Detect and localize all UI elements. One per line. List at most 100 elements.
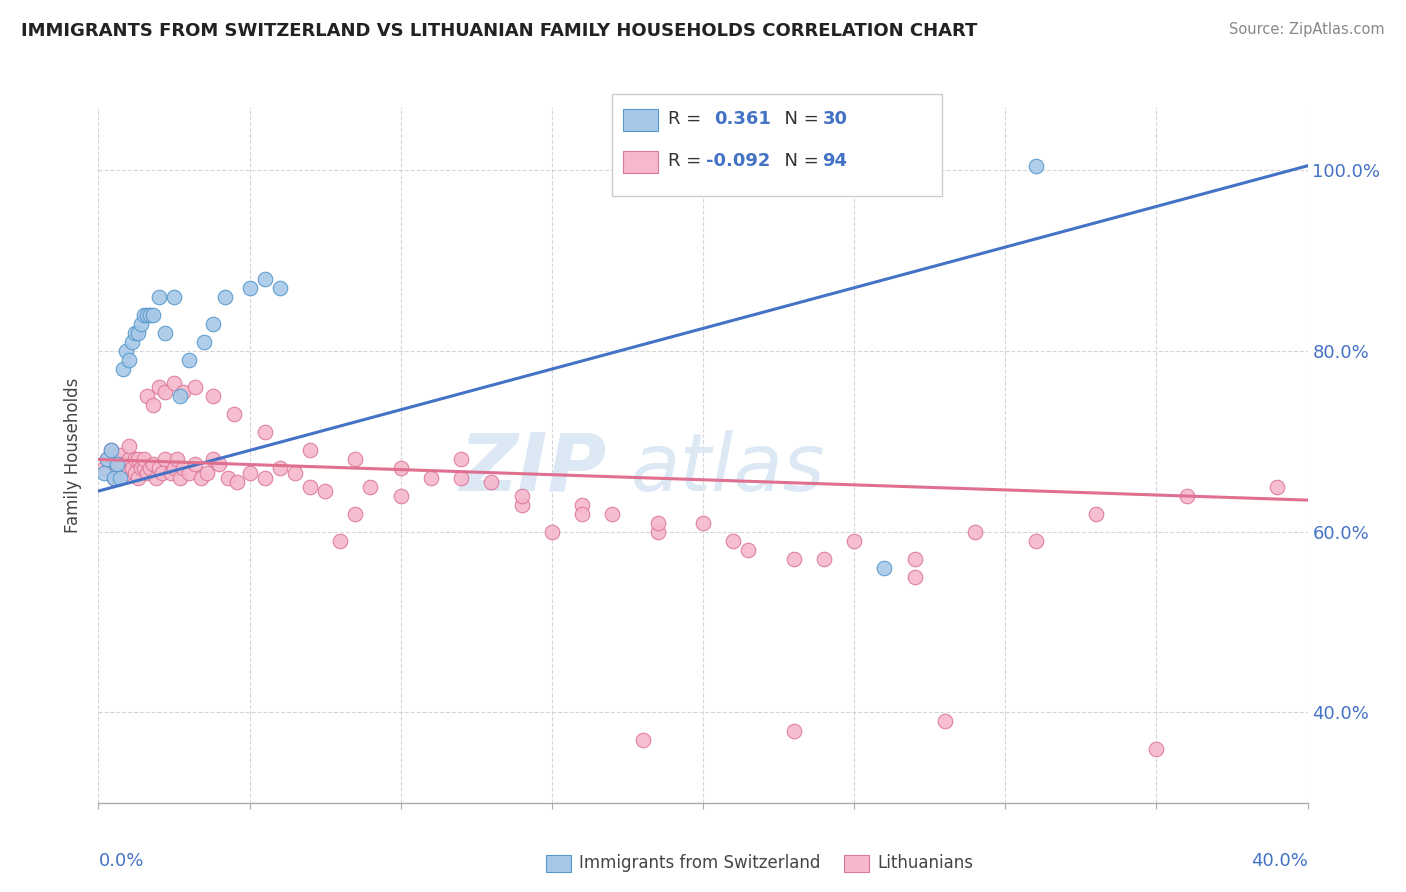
Point [142, 457, 165, 471]
Point [510, 498, 533, 512]
Point [163, 461, 186, 475]
Text: N =: N = [773, 152, 825, 169]
Point [135, 308, 157, 322]
Point [239, 281, 262, 295]
Point [114, 344, 136, 359]
Point [121, 334, 143, 349]
Text: atlas: atlas [630, 430, 825, 508]
Text: N =: N = [773, 110, 825, 128]
Point [124, 326, 146, 340]
Point [329, 533, 352, 548]
Text: Immigrants from Switzerland: Immigrants from Switzerland [579, 855, 821, 872]
Point [118, 439, 141, 453]
Point [124, 452, 146, 467]
Point [129, 317, 152, 331]
Point [202, 389, 225, 403]
Point [118, 353, 141, 368]
Point [108, 466, 131, 480]
Point [360, 479, 382, 493]
Point [105, 457, 128, 471]
Point [148, 380, 170, 394]
Point [135, 389, 157, 403]
Point [142, 398, 165, 412]
Point [121, 461, 143, 475]
Point [904, 551, 927, 566]
Text: R =: R = [668, 110, 713, 128]
Point [179, 466, 201, 480]
Text: Source: ZipAtlas.com: Source: ZipAtlas.com [1229, 22, 1385, 37]
Point [299, 479, 322, 493]
Point [510, 489, 533, 503]
Point [184, 457, 207, 471]
Point [118, 452, 141, 467]
Point [172, 384, 194, 399]
Y-axis label: Family Households: Family Households [65, 377, 83, 533]
Text: 0.0%: 0.0% [98, 853, 143, 871]
Point [389, 489, 412, 503]
Point [873, 561, 896, 575]
Point [108, 448, 131, 462]
Point [692, 516, 714, 530]
Point [253, 425, 276, 440]
Point [571, 498, 593, 512]
Point [153, 384, 176, 399]
Point [344, 507, 367, 521]
Point [647, 516, 669, 530]
Point [934, 714, 956, 729]
Point [163, 376, 186, 390]
Text: 94: 94 [823, 152, 848, 169]
Point [132, 452, 155, 467]
Point [193, 334, 215, 349]
Point [1024, 533, 1046, 548]
Point [783, 551, 806, 566]
Point [299, 443, 322, 458]
Point [269, 461, 291, 475]
Point [571, 507, 593, 521]
Point [844, 533, 866, 548]
Point [153, 326, 176, 340]
Text: -0.092: -0.092 [706, 152, 770, 169]
Text: 30: 30 [823, 110, 848, 128]
Text: 0.361: 0.361 [714, 110, 770, 128]
Point [169, 470, 191, 484]
Point [93, 461, 115, 475]
Point [190, 470, 212, 484]
Point [450, 470, 472, 484]
Point [103, 470, 125, 484]
Point [142, 308, 165, 322]
Point [1085, 507, 1108, 521]
Point [420, 470, 443, 484]
Point [111, 457, 134, 471]
Point [93, 466, 115, 480]
Text: ZIP: ZIP [458, 430, 606, 508]
Point [114, 466, 136, 480]
Point [202, 452, 225, 467]
Point [737, 542, 759, 557]
Point [253, 271, 276, 285]
Point [253, 470, 276, 484]
Point [111, 362, 134, 376]
Point [150, 466, 173, 480]
Point [96, 452, 118, 467]
Point [169, 389, 191, 403]
Point [100, 443, 122, 458]
Point [723, 533, 745, 548]
Point [202, 317, 225, 331]
Point [160, 466, 183, 480]
Point [389, 461, 412, 475]
Point [103, 470, 125, 484]
Point [239, 466, 262, 480]
Point [344, 452, 367, 467]
Point [214, 290, 236, 304]
Point [904, 570, 927, 584]
Point [100, 443, 122, 458]
Point [105, 461, 128, 475]
Point [127, 326, 149, 340]
Point [1024, 159, 1046, 173]
Point [1144, 741, 1167, 756]
Point [163, 290, 186, 304]
Point [132, 461, 155, 475]
Point [602, 507, 624, 521]
Point [631, 732, 654, 747]
Text: 40.0%: 40.0% [1251, 853, 1308, 871]
